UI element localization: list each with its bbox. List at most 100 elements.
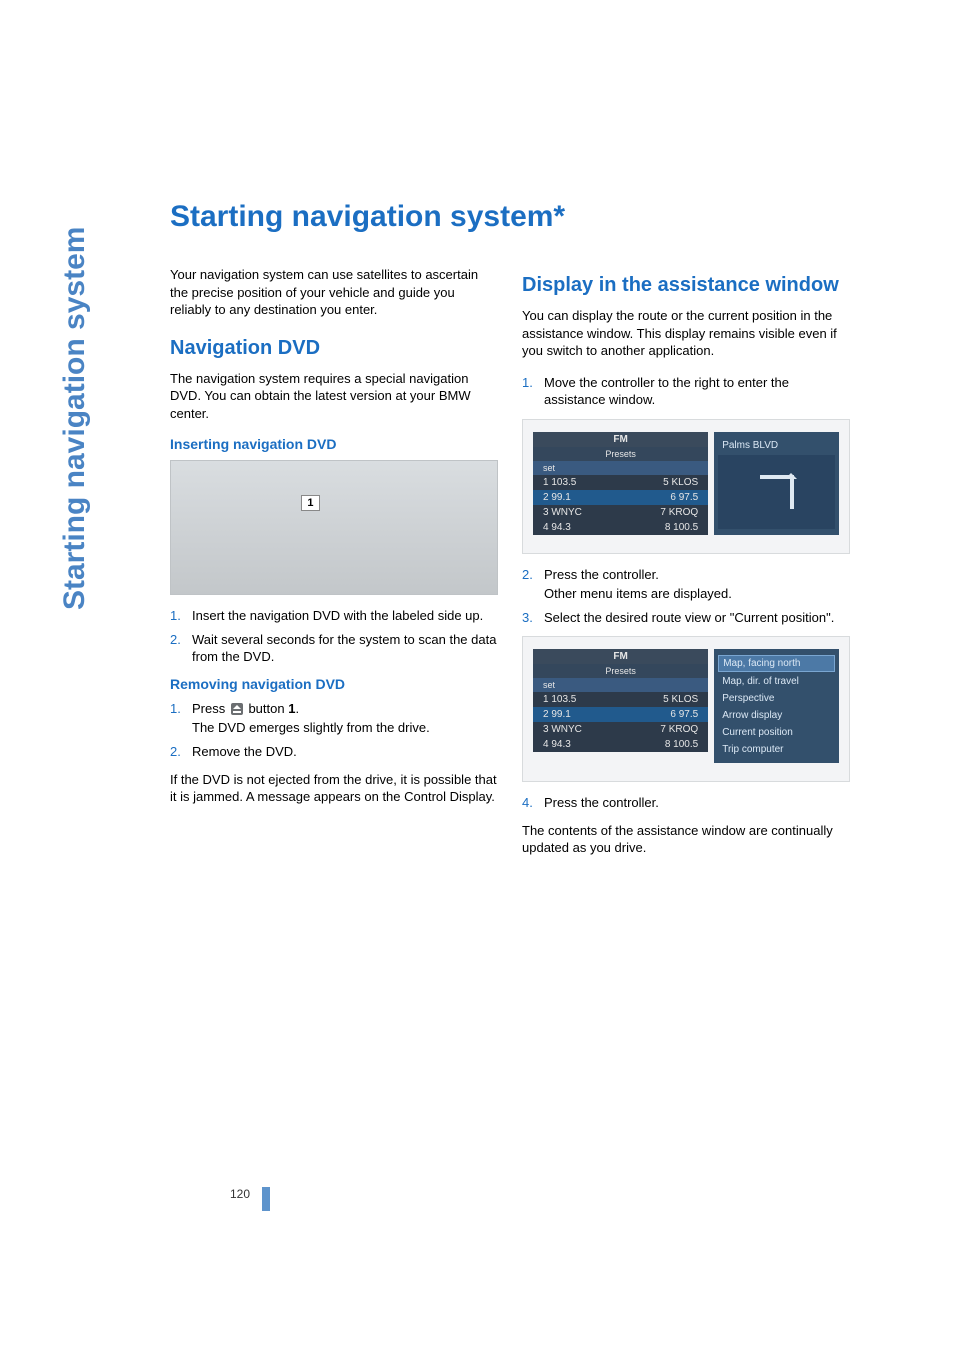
list-item: 1. Move the controller to the right to e…	[522, 374, 850, 409]
page-number: 120	[230, 1187, 250, 1201]
step-text-post: button	[245, 701, 288, 716]
radio-row: 1 103.5 5 KLOS	[533, 475, 708, 490]
assist-figure-2: FM Presets set 1 103.5 5 KLOS 2 99.1 6 9…	[522, 636, 850, 782]
preset-cell: 6 97.5	[670, 709, 698, 720]
remove-dvd-steps: 1. Press button 1. The DVD emerges sligh…	[170, 700, 498, 761]
list-item: 3. Select the desired route view or "Cur…	[522, 609, 850, 627]
page-content: Starting navigation system* Your navigat…	[170, 200, 850, 875]
preset-cell: 5 KLOS	[663, 477, 698, 488]
step-number: 2.	[522, 566, 533, 584]
insert-dvd-figure: 1	[170, 460, 498, 595]
step-text: Insert the navigation DVD with the label…	[192, 608, 483, 623]
radio-set: set	[533, 461, 708, 475]
assist-step-4: 4. Press the controller.	[522, 794, 850, 812]
step-text: Remove the DVD.	[192, 744, 297, 759]
radio-row: 3 WNYC 7 KROQ	[533, 505, 708, 520]
radio-menu-panel: Map, facing north Map, dir. of travel Pe…	[714, 649, 839, 763]
radio-row: 2 99.1 6 97.5	[533, 707, 708, 722]
step-text: Press the controller.	[544, 567, 659, 582]
page-marker-icon	[262, 1187, 270, 1211]
assist-step-1: 1. Move the controller to the right to e…	[522, 374, 850, 409]
preset-cell: 2 99.1	[543, 709, 571, 720]
step-text: Move the controller to the right to ente…	[544, 375, 789, 408]
arrow-icon	[760, 475, 794, 509]
radio-row: 4 94.3 8 100.5	[533, 520, 708, 535]
radio-row: 3 WNYC 7 KROQ	[533, 722, 708, 737]
menu-item: Map, facing north	[718, 655, 835, 672]
insert-dvd-heading: Inserting navigation DVD	[170, 436, 498, 452]
step-number: 1.	[522, 374, 533, 392]
step-subtext: The DVD emerges slightly from the drive.	[192, 719, 498, 737]
menu-item: Perspective	[718, 691, 835, 706]
menu-item: Trip computer	[718, 742, 835, 757]
step-number: 3.	[522, 609, 533, 627]
preset-cell: 1 103.5	[543, 694, 576, 705]
preset-cell: 3 WNYC	[543, 724, 582, 735]
intro-paragraph: Your navigation system can use satellite…	[170, 266, 498, 319]
figure-callout-1: 1	[301, 495, 319, 511]
list-item: 2. Press the controller. Other menu item…	[522, 566, 850, 603]
preset-cell: 7 KROQ	[660, 507, 698, 518]
step-number: 4.	[522, 794, 533, 812]
radio-row: 1 103.5 5 KLOS	[533, 692, 708, 707]
radio-row: 2 99.1 6 97.5	[533, 490, 708, 505]
preset-cell: 3 WNYC	[543, 507, 582, 518]
preset-cell: 1 103.5	[543, 477, 576, 488]
assist-heading: Display in the assistance window	[522, 274, 850, 297]
assist-steps-2-3: 2. Press the controller. Other menu item…	[522, 566, 850, 627]
step-text-pre: Press	[192, 701, 229, 716]
preset-cell: 8 100.5	[665, 522, 698, 533]
list-item: 1. Press button 1. The DVD emerges sligh…	[170, 700, 498, 737]
radio-left-panel: FM Presets set 1 103.5 5 KLOS 2 99.1 6 9…	[533, 649, 708, 763]
step-number: 1.	[170, 700, 181, 718]
list-item: 1. Insert the navigation DVD with the la…	[170, 607, 498, 625]
step-text: Select the desired route view or "Curren…	[544, 610, 834, 625]
preset-cell: 8 100.5	[665, 739, 698, 750]
radio-band: FM	[533, 649, 708, 664]
preset-cell: 7 KROQ	[660, 724, 698, 735]
remove-dvd-note: If the DVD is not ejected from the drive…	[170, 771, 498, 806]
radio-band: FM	[533, 432, 708, 447]
right-column: Display in the assistance window You can…	[522, 266, 850, 875]
columns: Your navigation system can use satellite…	[170, 266, 850, 875]
step-subtext: Other menu items are displayed.	[544, 585, 850, 603]
preset-cell: 6 97.5	[670, 492, 698, 503]
step-number: 1.	[170, 607, 181, 625]
radio-right-panel: Palms BLVD	[714, 432, 839, 535]
eject-icon	[231, 703, 243, 715]
radio-sublabel: Presets	[533, 664, 708, 678]
step-text: Wait several seconds for the system to s…	[192, 632, 496, 665]
assist-closing: The contents of the assistance window ar…	[522, 822, 850, 857]
page-title: Starting navigation system*	[170, 200, 850, 234]
insert-dvd-steps: 1. Insert the navigation DVD with the la…	[170, 607, 498, 666]
sidebar-title: Starting navigation system	[58, 227, 92, 610]
radio-set: set	[533, 678, 708, 692]
assist-desc: You can display the route or the current…	[522, 307, 850, 360]
assist-arrow-icon	[718, 455, 835, 529]
radio-left-panel: FM Presets set 1 103.5 5 KLOS 2 99.1 6 9…	[533, 432, 708, 535]
nav-dvd-heading: Navigation DVD	[170, 337, 498, 360]
step-text-end: .	[295, 701, 299, 716]
list-item: 2. Remove the DVD.	[170, 743, 498, 761]
preset-cell: 2 99.1	[543, 492, 571, 503]
step-number: 2.	[170, 631, 181, 649]
step-text: Press the controller.	[544, 795, 659, 810]
list-item: 2. Wait several seconds for the system t…	[170, 631, 498, 666]
left-column: Your navigation system can use satellite…	[170, 266, 498, 875]
assist-window-label: Palms BLVD	[718, 438, 835, 453]
menu-item: Current position	[718, 725, 835, 740]
radio-screen: FM Presets set 1 103.5 5 KLOS 2 99.1 6 9…	[533, 432, 839, 535]
radio-row: 4 94.3 8 100.5	[533, 737, 708, 752]
preset-cell: 4 94.3	[543, 522, 571, 533]
preset-cell: 4 94.3	[543, 739, 571, 750]
step-number: 2.	[170, 743, 181, 761]
preset-cell: 5 KLOS	[663, 694, 698, 705]
remove-dvd-heading: Removing navigation DVD	[170, 676, 498, 692]
radio-screen: FM Presets set 1 103.5 5 KLOS 2 99.1 6 9…	[533, 649, 839, 763]
menu-item: Arrow display	[718, 708, 835, 723]
list-item: 4. Press the controller.	[522, 794, 850, 812]
radio-sublabel: Presets	[533, 447, 708, 461]
nav-dvd-desc: The navigation system requires a special…	[170, 370, 498, 423]
assist-figure-1: FM Presets set 1 103.5 5 KLOS 2 99.1 6 9…	[522, 419, 850, 554]
menu-item: Map, dir. of travel	[718, 674, 835, 689]
